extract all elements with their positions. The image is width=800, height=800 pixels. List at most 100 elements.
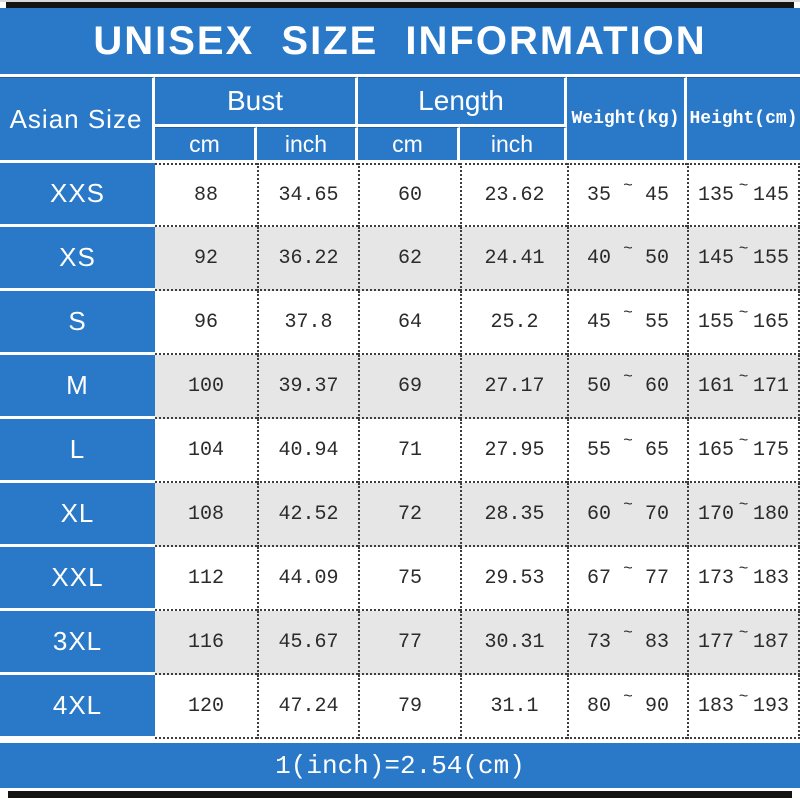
size-label: XS <box>0 227 155 291</box>
bust-inch-value: 44.09 <box>257 547 358 611</box>
weight-range-cell: 67 ~ 77 <box>567 547 687 611</box>
length-cm-value: 72 <box>358 483 460 547</box>
range-min: 161 <box>698 374 735 398</box>
range-max: 60 <box>644 374 669 398</box>
footer-band: 1(inch)=2.54(cm) <box>0 743 800 788</box>
range-max: 55 <box>644 310 669 334</box>
range-min: 55 <box>587 438 612 462</box>
range-max: 90 <box>644 694 669 718</box>
range-min: 40 <box>587 246 612 270</box>
weight-range-cell: 45 ~ 55 <box>567 291 687 355</box>
bust-inch-value: 45.67 <box>257 611 358 675</box>
tilde-symbol: ~ <box>738 177 749 195</box>
tilde-symbol: ~ <box>738 688 749 706</box>
tilde-symbol: ~ <box>738 496 749 514</box>
size-label: XXL <box>0 547 155 611</box>
table-row: 3XL 116 45.67 77 30.31 73 ~ 83 177 ~ 187 <box>0 611 800 675</box>
range-min: 73 <box>587 630 612 654</box>
bust-cm-value: 92 <box>155 227 257 291</box>
table-row: XXL 112 44.09 75 29.53 67 ~ 77 173 ~ 183 <box>0 547 800 611</box>
range-max: 65 <box>644 438 669 462</box>
range-max: 45 <box>644 183 669 207</box>
height-range-cell: 145 ~ 155 <box>687 227 800 291</box>
header-group-divider <box>155 124 567 127</box>
tilde-symbol: ~ <box>623 688 633 706</box>
tilde-symbol: ~ <box>738 624 749 642</box>
table-row: XXS 88 34.65 60 23.62 35 ~ 45 135 ~ 145 <box>0 163 800 227</box>
tilde-symbol: ~ <box>623 304 633 322</box>
weight-range-cell: 80 ~ 90 <box>567 675 687 739</box>
range-max: 77 <box>644 566 669 590</box>
height-range-cell: 183 ~ 193 <box>687 675 800 739</box>
range-min: 170 <box>698 502 735 526</box>
length-cm-value: 62 <box>358 227 460 291</box>
header-length-cm: cm <box>358 127 460 160</box>
header-weight: Weight(kg) <box>567 77 687 160</box>
height-range-cell: 177 ~ 187 <box>687 611 800 675</box>
header-height: Height(cm) <box>687 77 800 160</box>
bust-inch-value: 39.37 <box>257 355 358 419</box>
bottom-black-bar <box>8 791 792 798</box>
height-range-cell: 170 ~ 180 <box>687 483 800 547</box>
tilde-symbol: ~ <box>738 432 749 450</box>
table-row: XS 92 36.22 62 24.41 40 ~ 50 145 ~ 155 <box>0 227 800 291</box>
bust-inch-value: 34.65 <box>257 163 358 227</box>
tilde-symbol: ~ <box>738 560 749 578</box>
range-min: 145 <box>698 246 735 270</box>
size-label: 3XL <box>0 611 155 675</box>
bust-cm-value: 100 <box>155 355 257 419</box>
table-row: L 104 40.94 71 27.95 55 ~ 65 165 ~ 175 <box>0 419 800 483</box>
top-light-strip <box>0 0 800 2</box>
tilde-symbol: ~ <box>623 177 633 195</box>
table-row: S 96 37.8 64 25.2 45 ~ 55 155 ~ 165 <box>0 291 800 355</box>
range-min: 177 <box>698 630 735 654</box>
header-body-gap <box>0 160 800 163</box>
conversion-note: 1(inch)=2.54(cm) <box>275 750 525 781</box>
table-row: 4XL 120 47.24 79 31.1 80 ~ 90 183 ~ 193 <box>0 675 800 739</box>
bottom-white-strip <box>0 798 800 800</box>
weight-range-cell: 40 ~ 50 <box>567 227 687 291</box>
height-range-cell: 161 ~ 171 <box>687 355 800 419</box>
bust-inch-value: 42.52 <box>257 483 358 547</box>
bust-cm-value: 120 <box>155 675 257 739</box>
size-label: 4XL <box>0 675 155 739</box>
page-title: UNISEX SIZE INFORMATION <box>93 18 707 63</box>
table-row: XL 108 42.52 72 28.35 60 ~ 70 170 ~ 180 <box>0 483 800 547</box>
weight-range-cell: 35 ~ 45 <box>567 163 687 227</box>
weight-range-cell: 73 ~ 83 <box>567 611 687 675</box>
length-inch-value: 28.35 <box>460 483 567 547</box>
range-min: 45 <box>587 310 612 334</box>
length-inch-value: 31.1 <box>460 675 567 739</box>
bust-inch-value: 47.24 <box>257 675 358 739</box>
size-label: M <box>0 355 155 419</box>
length-cm-value: 75 <box>358 547 460 611</box>
range-max: 145 <box>752 183 789 207</box>
footer-bar-gap <box>0 788 800 791</box>
weight-range-cell: 50 ~ 60 <box>567 355 687 419</box>
length-inch-value: 27.17 <box>460 355 567 419</box>
height-range-cell: 173 ~ 183 <box>687 547 800 611</box>
range-min: 60 <box>587 502 612 526</box>
bust-inch-value: 36.22 <box>257 227 358 291</box>
length-inch-value: 24.41 <box>460 227 567 291</box>
range-max: 193 <box>752 694 789 718</box>
height-range-cell: 165 ~ 175 <box>687 419 800 483</box>
length-cm-value: 79 <box>358 675 460 739</box>
range-min: 155 <box>698 310 735 334</box>
weight-range-cell: 55 ~ 65 <box>567 419 687 483</box>
bust-cm-value: 96 <box>155 291 257 355</box>
range-max: 50 <box>644 246 669 270</box>
tilde-symbol: ~ <box>623 560 633 578</box>
range-min: 183 <box>698 694 735 718</box>
range-min: 80 <box>587 694 612 718</box>
body-footer-gap <box>0 739 800 743</box>
tilde-symbol: ~ <box>738 368 749 386</box>
range-min: 135 <box>698 183 735 207</box>
tilde-symbol: ~ <box>623 368 633 386</box>
bust-cm-value: 112 <box>155 547 257 611</box>
length-inch-value: 29.53 <box>460 547 567 611</box>
tilde-symbol: ~ <box>623 240 633 258</box>
range-max: 180 <box>752 502 789 526</box>
length-cm-value: 69 <box>358 355 460 419</box>
